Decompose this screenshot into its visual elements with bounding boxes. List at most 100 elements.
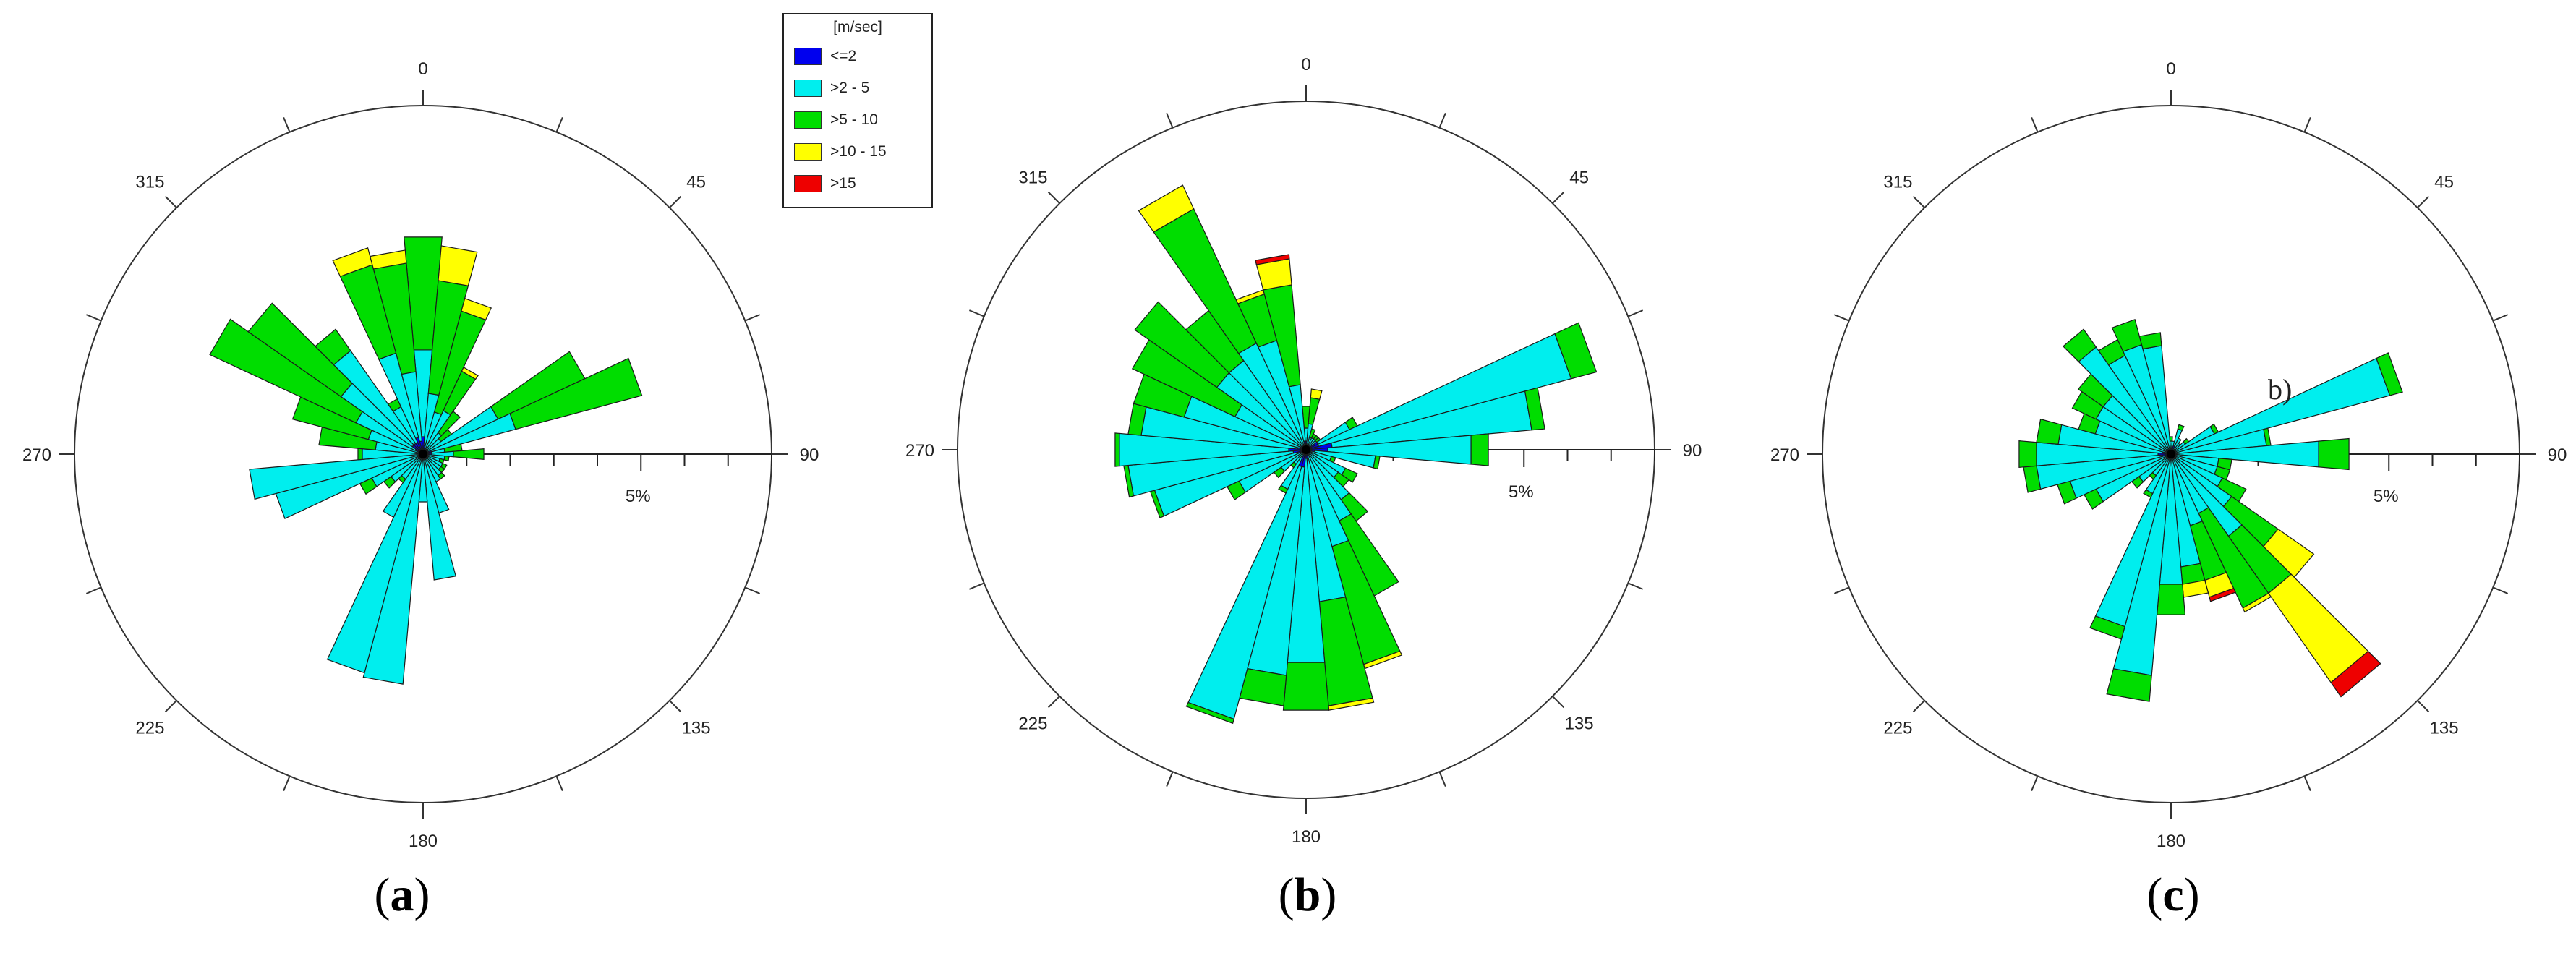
panel-label-a: (a) <box>374 868 430 921</box>
direction-label: 135 <box>682 719 711 738</box>
perimeter-tick <box>1552 696 1565 709</box>
wind-rose-c: 5% 0 45 90 135 180 225 270 315 <box>1770 59 2567 851</box>
rose-wedge <box>2018 440 2037 469</box>
perimeter-tick <box>164 700 177 713</box>
direction-label: 135 <box>2430 719 2459 738</box>
perimeter-tick <box>2303 116 2311 133</box>
legend-label: >15 <box>830 175 856 192</box>
rose-wedge <box>437 410 461 437</box>
rose-wedge <box>2111 318 2143 352</box>
direction-label: 90 <box>2548 445 2567 465</box>
rose-wedge <box>369 249 407 270</box>
rose-wedge <box>461 367 479 380</box>
center-hub <box>1302 445 1310 454</box>
wind-rose-a: 5% 0 45 90 135 180 225 270 315 <box>22 59 819 851</box>
panel-label-b: (b) <box>1278 868 1337 921</box>
perimeter-tick <box>283 775 291 792</box>
rose-wedge <box>2138 332 2162 350</box>
center-hub <box>419 450 427 458</box>
rose-wedge <box>443 455 450 462</box>
rose-wedge <box>1239 667 1287 706</box>
direction-label: 180 <box>1292 827 1321 847</box>
perimeter-tick <box>2031 116 2039 133</box>
legend-swatch <box>794 48 822 65</box>
rose-wedge <box>1185 701 1234 725</box>
perimeter-tick <box>2303 775 2311 792</box>
perimeter-tick <box>1047 696 1060 709</box>
rose-wedge <box>509 357 643 430</box>
perimeter-tick <box>1627 582 1644 590</box>
perimeter-tick <box>283 116 291 133</box>
perimeter-tick <box>1438 771 1446 787</box>
legend-label: <=2 <box>830 48 857 64</box>
rose-wedge <box>2143 489 2154 498</box>
direction-label: 180 <box>2157 832 2185 851</box>
legend-item: >15 <box>794 172 856 195</box>
rose-wedge <box>2376 352 2403 396</box>
legend-label: >10 - 15 <box>830 143 887 160</box>
legend-item: >5 - 10 <box>794 108 878 132</box>
perimeter-tick <box>1166 771 1174 787</box>
legend-label: >5 - 10 <box>830 111 878 128</box>
perimeter-tick <box>2492 314 2509 322</box>
rose-wedge <box>1255 254 1290 265</box>
direction-label: 270 <box>22 445 51 465</box>
direction-label: 270 <box>1770 445 1799 465</box>
direction-label: 90 <box>800 445 819 465</box>
rose-wedge <box>2106 668 2152 702</box>
perimeter-tick <box>744 586 761 594</box>
legend-swatch <box>794 80 822 97</box>
radial-label: 5% <box>2374 487 2399 506</box>
perimeter-tick <box>164 195 177 208</box>
rose-wedge <box>2318 437 2350 471</box>
rose-wedge <box>315 328 351 366</box>
rose-wedge <box>461 297 492 321</box>
rose-wedge <box>1282 662 1330 711</box>
rose-wedge <box>438 245 478 286</box>
perimeter-tick <box>85 314 102 322</box>
rose-wedge <box>2209 587 2236 602</box>
rose-wedge <box>1470 433 1489 466</box>
direction-label: 315 <box>1018 168 1047 187</box>
direction-label: 0 <box>2166 59 2175 79</box>
rose-wedge <box>2177 424 2185 431</box>
perimeter-tick <box>2492 586 2509 594</box>
perimeter-tick <box>744 314 761 322</box>
direction-label: 225 <box>135 719 164 738</box>
radial-label: 5% <box>626 487 651 506</box>
legend-item: >2 - 5 <box>794 77 869 100</box>
perimeter-tick <box>1552 191 1565 204</box>
rose-wedge <box>1134 301 1230 388</box>
rose-wedge <box>1138 184 1195 233</box>
rose-wedge <box>1114 432 1120 467</box>
perimeter-tick <box>1912 700 1925 713</box>
panel-c-annotation: b) <box>2268 373 2292 406</box>
rose-wedge <box>247 302 353 398</box>
rose-wedge <box>1341 467 1358 483</box>
direction-label: 135 <box>1565 714 1594 734</box>
direction-label: 45 <box>686 172 706 192</box>
direction-label: 225 <box>1018 714 1047 734</box>
perimeter-tick <box>2417 195 2430 208</box>
rose-wedge <box>1373 455 1381 470</box>
perimeter-tick <box>968 582 985 590</box>
center-hub <box>2167 450 2175 458</box>
legend-item: <=2 <box>794 45 856 68</box>
direction-label: 315 <box>1883 172 1912 192</box>
rose-wedge <box>209 318 363 424</box>
perimeter-tick <box>1912 195 1925 208</box>
perimeter-tick <box>1166 112 1174 129</box>
perimeter-tick <box>1833 586 1850 594</box>
rose-wedge <box>2089 615 2125 640</box>
rose-wedge <box>1310 388 1323 400</box>
perimeter-tick <box>555 775 563 792</box>
legend-label: >2 - 5 <box>830 80 870 96</box>
rose-wedge <box>1308 428 1316 439</box>
radial-label: 5% <box>1509 482 1534 502</box>
direction-label: 45 <box>2434 172 2454 192</box>
direction-label: 90 <box>1683 441 1702 461</box>
direction-label: 315 <box>135 172 164 192</box>
perimeter-tick <box>1833 314 1850 322</box>
perimeter-tick <box>968 309 985 317</box>
